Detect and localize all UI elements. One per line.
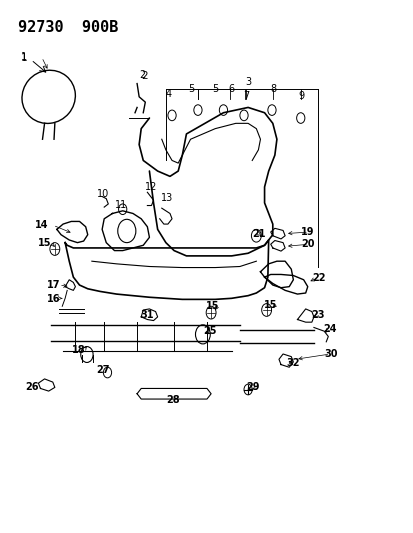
Text: 31: 31 (140, 310, 154, 320)
Text: 26: 26 (25, 382, 39, 392)
Text: 2: 2 (139, 70, 145, 79)
Text: 32: 32 (285, 358, 299, 368)
Text: 7: 7 (242, 91, 249, 101)
Text: 23: 23 (311, 310, 324, 320)
Text: 11: 11 (114, 200, 126, 210)
Text: 15: 15 (263, 300, 277, 310)
Text: 13: 13 (161, 192, 173, 203)
Text: 19: 19 (300, 227, 313, 237)
Text: 29: 29 (245, 382, 259, 392)
Text: 21: 21 (252, 229, 265, 239)
Text: 2: 2 (141, 70, 147, 80)
Text: 20: 20 (300, 239, 313, 249)
Text: 12: 12 (144, 182, 157, 192)
Text: 5: 5 (188, 84, 194, 94)
Text: 17: 17 (47, 280, 60, 290)
Text: 9: 9 (298, 91, 304, 101)
Text: 24: 24 (322, 324, 336, 334)
Text: 25: 25 (203, 326, 217, 336)
Text: 15: 15 (206, 301, 219, 311)
Text: 8: 8 (270, 84, 276, 94)
Text: 1: 1 (21, 52, 27, 62)
Text: 3: 3 (244, 77, 250, 87)
Text: 16: 16 (47, 294, 60, 304)
Text: 5: 5 (212, 84, 218, 94)
Text: 10: 10 (97, 189, 109, 199)
Text: 4: 4 (166, 89, 171, 99)
Text: 1: 1 (21, 53, 28, 63)
Text: 6: 6 (228, 84, 233, 94)
Text: 14: 14 (35, 220, 48, 230)
Text: 28: 28 (166, 395, 179, 405)
Text: 22: 22 (311, 273, 325, 283)
Text: 15: 15 (38, 238, 51, 248)
Text: 30: 30 (323, 349, 337, 359)
Text: 92730  900B: 92730 900B (18, 20, 118, 35)
Text: 18: 18 (72, 345, 85, 356)
Text: 27: 27 (96, 365, 109, 375)
